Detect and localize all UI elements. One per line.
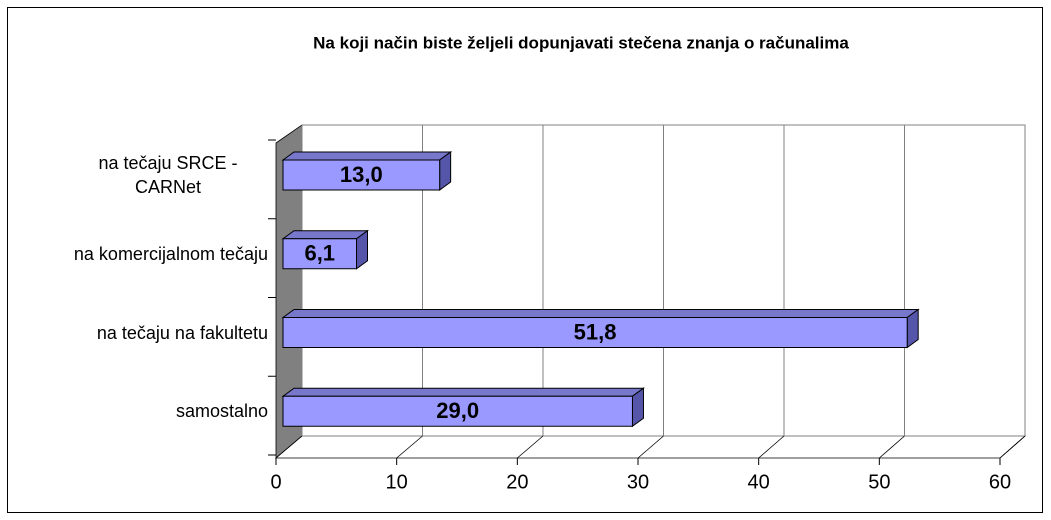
bar xyxy=(282,395,633,427)
x-tick-label: 50 xyxy=(868,471,890,493)
y-tick-label: na tečaju na fakultetu xyxy=(96,322,268,343)
y-tick-label-box: na tečaju SRCE - CARNet xyxy=(8,151,268,199)
value-label: 6,1 xyxy=(304,241,335,266)
bar-top xyxy=(281,309,920,318)
floor-line xyxy=(999,435,1026,459)
y-tick-label: na komercijalnom tečaju xyxy=(73,243,268,264)
y-tick-label: samostalno xyxy=(175,401,268,422)
bar xyxy=(282,159,441,191)
value-label: 13,0 xyxy=(340,162,383,187)
y-tick-label-box: samostalno xyxy=(8,399,268,423)
floor-line xyxy=(396,435,423,459)
y-tick-label: na tečaju SRCE - CARNet xyxy=(98,153,238,197)
bar-top xyxy=(281,387,645,397)
bar-top xyxy=(281,151,453,161)
x-tick-label: 30 xyxy=(627,471,649,493)
value-label: 29,0 xyxy=(436,398,479,423)
bar xyxy=(282,317,908,348)
x-tick-label: 60 xyxy=(989,471,1011,493)
x-tick-label: 40 xyxy=(748,471,770,493)
floor-line xyxy=(879,435,905,459)
y-tick-label-box: na komercijalnom tečaju xyxy=(8,242,268,266)
value-label: 51,8 xyxy=(574,319,617,344)
chart-border xyxy=(7,7,1043,513)
floor-line xyxy=(637,435,664,459)
x-tick-label: 0 xyxy=(270,471,281,493)
x-tick-label: 10 xyxy=(386,471,408,493)
floor-line xyxy=(517,435,544,459)
x-tick-label: 20 xyxy=(506,471,528,493)
chart-title: Na koji način biste željeli dopunjavati … xyxy=(313,33,849,52)
y-tick-label-box: na tečaju na fakultetu xyxy=(8,321,268,345)
floor-line xyxy=(758,435,785,459)
floor-line xyxy=(275,435,303,459)
bar xyxy=(282,238,358,270)
bar-top xyxy=(281,230,370,240)
